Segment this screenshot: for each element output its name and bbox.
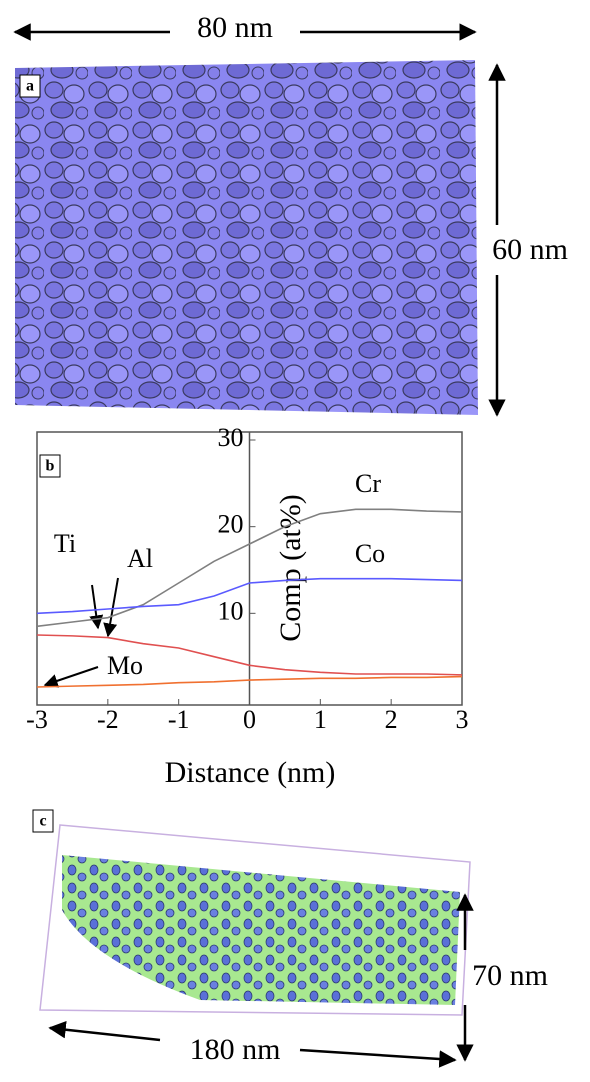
arrow	[89, 584, 104, 630]
y-tick-label: 20	[218, 510, 244, 539]
label-box	[19, 74, 41, 98]
x-axis-label: Distance (nm)	[165, 756, 336, 789]
panel-b: b Distance (nm) Comp (at%) Ti	[36, 431, 463, 789]
panel-a: a 80 nm 60 nm	[13, 11, 568, 417]
series-label: Mo	[107, 651, 143, 680]
arrow	[299, 1048, 457, 1068]
x-tick-label: -2	[97, 705, 119, 734]
series-line	[36, 675, 463, 688]
panel-c: c 70 nm 180 nm	[32, 809, 548, 1068]
box-outline	[39, 824, 471, 1016]
y-tick-label: 10	[218, 596, 244, 625]
atom-map	[62, 855, 460, 1005]
x-tick-label: -1	[168, 705, 190, 734]
height-label: 60 nm	[492, 233, 568, 266]
y-tick-label: 30	[218, 423, 244, 452]
x-tick-label: 1	[314, 705, 327, 734]
width-label: 180 nm	[190, 1033, 281, 1066]
x-tick-label: 2	[385, 705, 398, 734]
series-line	[36, 508, 463, 628]
arrow	[43, 666, 99, 688]
panel-label: b	[46, 458, 55, 475]
arrow	[48, 1021, 161, 1042]
annotation: Ti	[54, 529, 76, 558]
series-label: Cr	[355, 469, 381, 498]
atom-map	[15, 60, 478, 415]
x-tick-label: 0	[243, 705, 256, 734]
y-axis-label: Comp (at%)	[274, 494, 307, 641]
width-label: 80 nm	[197, 11, 273, 44]
panel-label: a	[26, 78, 34, 95]
height-label: 70 nm	[472, 959, 548, 992]
series-label: Al	[127, 544, 153, 573]
arrow	[103, 577, 119, 638]
label-box	[32, 809, 54, 833]
series-line	[36, 577, 463, 615]
x-tick-label: -3	[26, 705, 48, 734]
series-label: Co	[355, 539, 385, 568]
panel-label: c	[39, 813, 46, 830]
series-line	[36, 634, 463, 676]
label-box	[39, 454, 61, 478]
x-tick-label: 3	[456, 705, 469, 734]
